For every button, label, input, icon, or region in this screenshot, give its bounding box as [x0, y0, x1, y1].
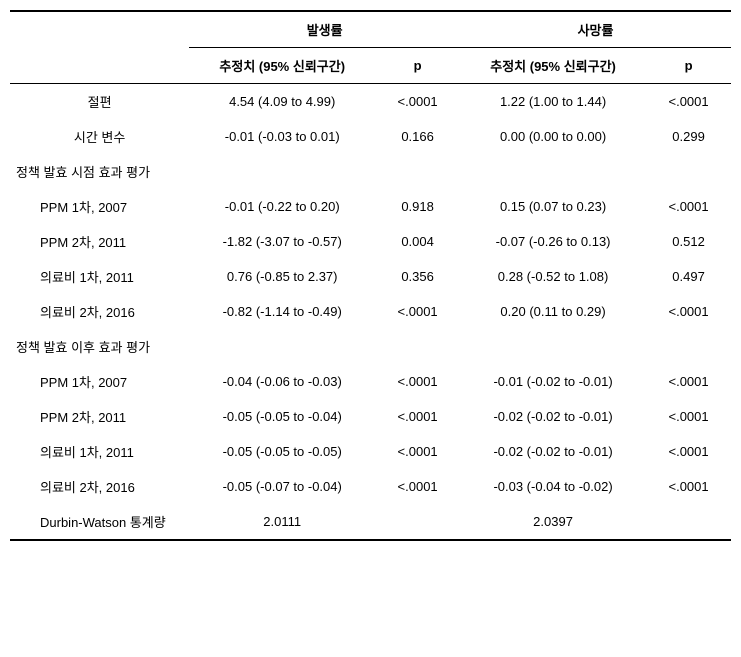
cell-p: 0.356	[375, 259, 460, 294]
cell-est: -0.07 (-0.26 to 0.13)	[460, 224, 646, 259]
cell-est: 0.76 (-0.85 to 2.37)	[189, 259, 375, 294]
cell-p: <.0001	[375, 469, 460, 504]
table-row: 시간 변수 -0.01 (-0.03 to 0.01) 0.166 0.00 (…	[10, 119, 731, 154]
cell-est: 0.20 (0.11 to 0.29)	[460, 294, 646, 329]
cell-p: <.0001	[646, 84, 731, 120]
row-label: 의료비 1차, 2011	[10, 259, 189, 294]
cell-est: -1.82 (-3.07 to -0.57)	[189, 224, 375, 259]
cell-est: -0.02 (-0.02 to -0.01)	[460, 399, 646, 434]
header-group1: 발생률	[189, 11, 460, 48]
table-row: PPM 2차, 2011 -0.05 (-0.05 to -0.04) <.00…	[10, 399, 731, 434]
cell-est: -0.82 (-1.14 to -0.49)	[189, 294, 375, 329]
cell-p: <.0001	[646, 434, 731, 469]
cell-est: -0.01 (-0.02 to -0.01)	[460, 364, 646, 399]
row-label: 의료비 1차, 2011	[10, 434, 189, 469]
cell-est: -0.03 (-0.04 to -0.02)	[460, 469, 646, 504]
cell-est: 4.54 (4.09 to 4.99)	[189, 84, 375, 120]
cell-est: 2.0397	[460, 504, 646, 540]
cell-p: 0.166	[375, 119, 460, 154]
results-table: 발생률 사망률 추정치 (95% 신뢰구간) p 추정치 (95% 신뢰구간) …	[10, 10, 731, 541]
table-row: 의료비 2차, 2016 -0.05 (-0.07 to -0.04) <.00…	[10, 469, 731, 504]
cell-est: 0.28 (-0.52 to 1.08)	[460, 259, 646, 294]
header-est1: 추정치 (95% 신뢰구간)	[189, 48, 375, 84]
cell-p: 0.004	[375, 224, 460, 259]
header-p1: p	[375, 48, 460, 84]
cell-est: 1.22 (1.00 to 1.44)	[460, 84, 646, 120]
cell-est: 0.00 (0.00 to 0.00)	[460, 119, 646, 154]
cell-est: 0.15 (0.07 to 0.23)	[460, 189, 646, 224]
cell-p: 0.512	[646, 224, 731, 259]
cell-est: 2.0111	[189, 504, 375, 540]
table-row: 의료비 2차, 2016 -0.82 (-1.14 to -0.49) <.00…	[10, 294, 731, 329]
cell-est: -0.05 (-0.07 to -0.04)	[189, 469, 375, 504]
cell-p: <.0001	[375, 84, 460, 120]
cell-est: -0.01 (-0.03 to 0.01)	[189, 119, 375, 154]
cell-p: <.0001	[646, 189, 731, 224]
cell-p: <.0001	[375, 364, 460, 399]
table-row: 정책 발효 이후 효과 평가	[10, 329, 731, 364]
table-row: 정책 발효 시점 효과 평가	[10, 154, 731, 189]
table-row: 절편 4.54 (4.09 to 4.99) <.0001 1.22 (1.00…	[10, 84, 731, 120]
row-label: PPM 2차, 2011	[10, 399, 189, 434]
cell-p: <.0001	[646, 294, 731, 329]
cell-p: <.0001	[646, 364, 731, 399]
table-row: Durbin-Watson 통계량 2.0111 2.0397	[10, 504, 731, 540]
header-blank	[10, 11, 189, 84]
cell-p: 0.918	[375, 189, 460, 224]
cell-p: 0.299	[646, 119, 731, 154]
header-p2: p	[646, 48, 731, 84]
row-label: PPM 1차, 2007	[10, 189, 189, 224]
cell-p: <.0001	[375, 399, 460, 434]
cell-est: -0.01 (-0.22 to 0.20)	[189, 189, 375, 224]
cell-p	[646, 504, 731, 540]
table-row: PPM 2차, 2011 -1.82 (-3.07 to -0.57) 0.00…	[10, 224, 731, 259]
row-label: 의료비 2차, 2016	[10, 294, 189, 329]
header-group2: 사망률	[460, 11, 731, 48]
row-label: 절편	[10, 84, 189, 120]
cell-p: 0.497	[646, 259, 731, 294]
cell-p: <.0001	[646, 469, 731, 504]
cell-p: <.0001	[375, 294, 460, 329]
table-row: PPM 1차, 2007 -0.01 (-0.22 to 0.20) 0.918…	[10, 189, 731, 224]
section-header: 정책 발효 이후 효과 평가	[10, 329, 731, 364]
cell-est: -0.05 (-0.05 to -0.04)	[189, 399, 375, 434]
row-label: PPM 2차, 2011	[10, 224, 189, 259]
section-header: 정책 발효 시점 효과 평가	[10, 154, 731, 189]
row-label: 시간 변수	[10, 119, 189, 154]
cell-est: -0.02 (-0.02 to -0.01)	[460, 434, 646, 469]
cell-p	[375, 504, 460, 540]
cell-p: <.0001	[646, 399, 731, 434]
cell-est: -0.04 (-0.06 to -0.03)	[189, 364, 375, 399]
row-label: 의료비 2차, 2016	[10, 469, 189, 504]
cell-est: -0.05 (-0.05 to -0.05)	[189, 434, 375, 469]
table-row: PPM 1차, 2007 -0.04 (-0.06 to -0.03) <.00…	[10, 364, 731, 399]
row-label: Durbin-Watson 통계량	[10, 504, 189, 540]
table-row: 의료비 1차, 2011 -0.05 (-0.05 to -0.05) <.00…	[10, 434, 731, 469]
cell-p: <.0001	[375, 434, 460, 469]
table-row: 의료비 1차, 2011 0.76 (-0.85 to 2.37) 0.356 …	[10, 259, 731, 294]
row-label: PPM 1차, 2007	[10, 364, 189, 399]
header-est2: 추정치 (95% 신뢰구간)	[460, 48, 646, 84]
